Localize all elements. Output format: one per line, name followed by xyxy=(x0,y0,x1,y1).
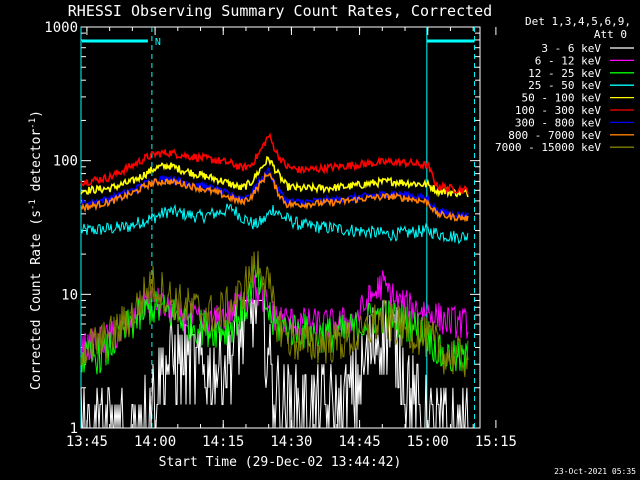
series-line-800-7000-kev xyxy=(80,172,469,223)
y-axis-label-main: Corrected Count Rate (s xyxy=(29,210,44,390)
legend-label: 3 - 6 keV xyxy=(541,42,601,55)
night-bar-label: N xyxy=(155,37,161,48)
series-line-25-50-kev xyxy=(80,203,469,245)
x-tick-label: 14:15 xyxy=(202,434,244,450)
svg-text:Corrected Count Rate (s-1 dete: Corrected Count Rate (s-1 detector-1) xyxy=(28,110,44,390)
legend-label: 100 - 300 keV xyxy=(515,104,601,117)
y-axis-label-mid: detector xyxy=(29,129,44,200)
y-tick-label: 100 xyxy=(53,154,78,170)
legend-header-line1: Det 1,3,4,5,6,9, xyxy=(525,15,631,28)
series-line-100-300-kev xyxy=(80,132,469,195)
chart-title: RHESSI Observing Summary Count Rates, Co… xyxy=(68,2,492,20)
x-tick-label: 14:30 xyxy=(270,434,312,450)
footer-date: 23-Oct-2021 05:35 xyxy=(554,467,636,476)
y-axis-label-end: ) xyxy=(29,110,44,118)
legend-label: 6 - 12 keV xyxy=(535,54,602,67)
x-tick-label: 14:45 xyxy=(338,434,380,450)
x-tick-label: 15:00 xyxy=(407,434,449,450)
series-line-3-6-kev xyxy=(80,299,469,429)
y-axis-label-sup2: -1 xyxy=(28,118,38,129)
series-line-50-100-kev xyxy=(80,155,469,199)
legend-label: 300 - 800 keV xyxy=(515,116,601,129)
y-tick-label: 1000 xyxy=(44,20,78,36)
legend-label: 25 - 50 keV xyxy=(528,79,601,92)
legend-label: 800 - 7000 keV xyxy=(508,129,601,142)
x-tick-label: 13:45 xyxy=(66,434,108,450)
x-tick-label: 14:00 xyxy=(134,434,176,450)
y-tick-label: 10 xyxy=(61,287,78,303)
y-axis-label-sup1: -1 xyxy=(28,199,38,210)
y-axis-label: Corrected Count Rate (s-1 detector-1) xyxy=(28,110,44,390)
series-line-7000-15000-kev xyxy=(80,250,469,378)
legend-label: 7000 - 15000 keV xyxy=(495,141,601,154)
y-tick-label: 1 xyxy=(70,421,78,437)
series-line-12-25-kev xyxy=(80,264,469,375)
legend-label: 12 - 25 keV xyxy=(528,67,601,80)
x-axis-label: Start Time (29-Dec-02 13:44:42) xyxy=(159,455,402,470)
legend-label: 50 - 100 keV xyxy=(522,92,602,105)
x-tick-label: 15:15 xyxy=(475,434,517,450)
plot-area: 1 10 100 1000 13:45 14:00 14:15 14:30 14:45 15:00… xyxy=(44,20,517,450)
legend-header-line2: Att 0 xyxy=(594,28,627,41)
